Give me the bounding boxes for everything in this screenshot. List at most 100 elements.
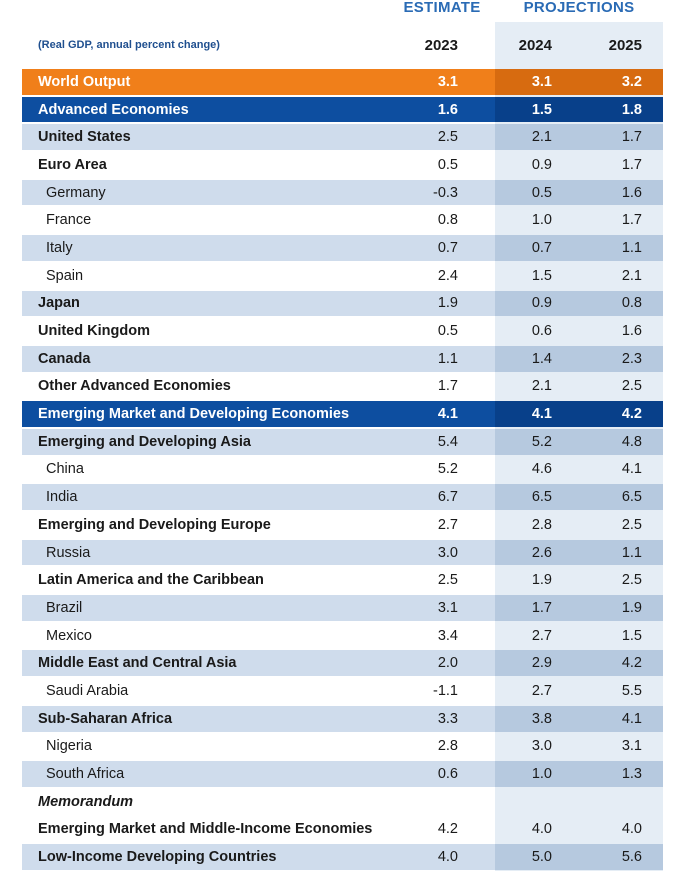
value-2025: 4.2 <box>621 655 642 672</box>
row-projection-background <box>495 179 663 206</box>
table-row: Sub-Saharan Africa 3.3 3.8 4.1 <box>0 705 663 733</box>
table-row: Advanced Economies 1.6 1.5 1.8 <box>0 96 663 124</box>
value-2025: 1.6 <box>621 323 642 340</box>
value-2024: 4.1 <box>531 406 552 423</box>
value-2023: 4.2 <box>437 821 458 838</box>
row-label: India <box>46 489 78 506</box>
row-background <box>22 484 495 510</box>
value-2025: 1.1 <box>621 544 642 561</box>
row-label: Low-Income Developing Countries <box>38 849 277 866</box>
value-2024: 1.0 <box>531 766 552 783</box>
value-2024: 2.7 <box>531 682 552 699</box>
value-2024: 0.9 <box>531 295 552 312</box>
row-background <box>22 456 495 483</box>
value-2025: 5.6 <box>621 849 642 866</box>
value-2023 <box>380 788 458 816</box>
row-background <box>22 650 495 677</box>
value-2025: 4.8 <box>621 433 642 450</box>
value-2023: 4.0 <box>437 849 458 866</box>
row-background <box>22 207 495 234</box>
value-2025: 1.7 <box>621 156 642 173</box>
value-2023: 0.5 <box>437 323 458 340</box>
value-2023: 0.6 <box>437 766 458 783</box>
table-row: Italy 0.7 0.7 1.1 <box>0 234 663 262</box>
row-label: United Kingdom <box>38 323 150 340</box>
table-row: Emerging Market and Developing Economies… <box>0 400 663 428</box>
row-background <box>22 345 495 372</box>
row-background <box>22 622 495 649</box>
row-label: United States <box>38 129 131 146</box>
row-projection-background <box>495 290 663 317</box>
table-row: Middle East and Central Asia 2.0 2.9 4.2 <box>0 649 663 677</box>
row-label: Sub-Saharan Africa <box>38 710 173 727</box>
value-2024: 1.9 <box>531 572 552 589</box>
value-2024: 4.6 <box>531 461 552 478</box>
row-label: Euro Area <box>38 156 107 173</box>
table-row: Mexico 3.4 2.7 1.5 <box>0 622 663 650</box>
value-2024: 2.8 <box>531 516 552 533</box>
value-2025: 1.6 <box>621 184 642 201</box>
row-projection-background <box>495 761 663 787</box>
table-body: World Output 3.1 3.1 3.2 Advanced Economies 1… <box>0 68 663 871</box>
value-2024: 6.5 <box>531 489 552 506</box>
table-row: France 0.8 1.0 1.7 <box>0 206 663 234</box>
table-row: United Kingdom 0.5 0.6 1.6 <box>0 317 663 345</box>
value-2025: 3.2 <box>621 73 642 90</box>
row-label: Other Advanced Economies <box>38 378 231 395</box>
value-2025: 6.5 <box>621 489 642 506</box>
value-2023: 3.1 <box>437 599 458 616</box>
table-row: India 6.7 6.5 6.5 <box>0 483 663 511</box>
value-2023: -0.3 <box>433 184 458 201</box>
row-projection-background <box>495 345 663 372</box>
row-label: Emerging and Developing Asia <box>38 433 251 450</box>
row-projection-background <box>495 235 663 261</box>
row-projection-background <box>495 539 663 566</box>
value-2023: 2.5 <box>437 129 458 146</box>
value-2024: 5.2 <box>531 433 552 450</box>
row-background <box>22 401 495 427</box>
value-2025: 1.7 <box>621 212 642 229</box>
value-2025: 1.8 <box>621 101 642 118</box>
table-row: Nigeria 2.8 3.0 3.1 <box>0 733 663 761</box>
value-2024: 3.0 <box>531 738 552 755</box>
row-label: Middle East and Central Asia <box>38 655 237 672</box>
table-subtitle: (Real GDP, annual percent change) <box>38 39 220 51</box>
value-2025: 2.5 <box>621 516 642 533</box>
row-projection-background <box>495 124 663 151</box>
value-2024: 1.0 <box>531 212 552 229</box>
table-row: Russia 3.0 2.6 1.1 <box>0 539 663 567</box>
row-label: Canada <box>38 350 91 367</box>
row-label: Nigeria <box>46 738 92 755</box>
value-2023: 4.1 <box>437 406 458 423</box>
value-2025: 3.1 <box>621 738 642 755</box>
table-row: United States 2.5 2.1 1.7 <box>0 123 663 151</box>
value-2024: 5.0 <box>531 849 552 866</box>
table-row: Emerging Market and Middle-Income Econom… <box>0 816 663 844</box>
value-2024: 1.5 <box>531 101 552 118</box>
row-label: Mexico <box>46 627 92 644</box>
table-row: World Output 3.1 3.1 3.2 <box>0 68 663 96</box>
row-label: Russia <box>46 544 91 561</box>
row-background <box>22 262 495 289</box>
year-2023-header: 2023 <box>424 37 458 54</box>
row-background <box>22 124 495 151</box>
row-background <box>22 705 495 732</box>
row-background <box>22 539 495 566</box>
table-row: Low-Income Developing Countries 4.0 5.0 5.6 <box>0 843 663 871</box>
row-background <box>22 69 495 95</box>
row-background <box>22 788 495 815</box>
value-2025: 2.1 <box>621 267 642 284</box>
table-row: China 5.2 4.6 4.1 <box>0 456 663 484</box>
table-row: Germany -0.3 0.5 1.6 <box>0 179 663 207</box>
value-2025: 2.5 <box>621 378 642 395</box>
table-row: Japan 1.9 0.9 0.8 <box>0 290 663 318</box>
row-label: Spain <box>46 267 84 284</box>
row-label: Emerging Market and Middle-Income Econom… <box>38 821 373 838</box>
table-row: Other Advanced Economies 1.7 2.1 2.5 <box>0 373 663 401</box>
value-2023: 3.4 <box>437 627 458 644</box>
row-label: Advanced Economies <box>38 101 189 118</box>
row-background <box>22 152 495 178</box>
row-projection-background <box>495 69 663 95</box>
row-background <box>22 179 495 206</box>
value-2024: 0.7 <box>531 239 552 256</box>
